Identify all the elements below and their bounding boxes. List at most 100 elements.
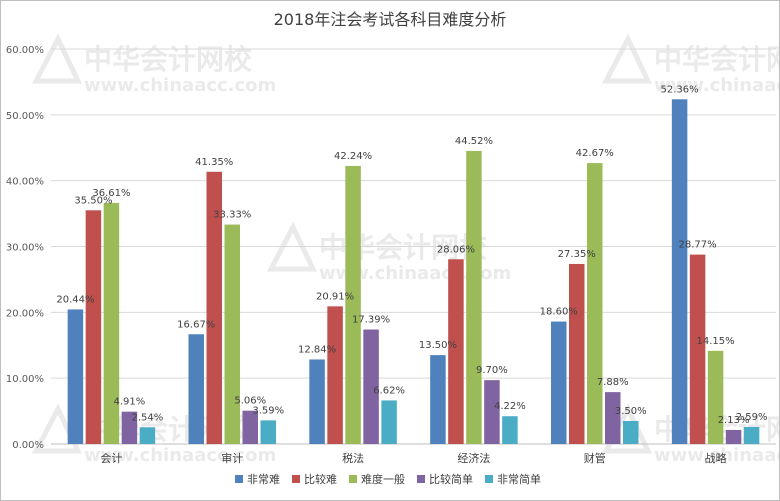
bar [224,224,240,444]
bar [430,355,446,444]
data-label: 4.22% [494,401,526,412]
legend-swatch [235,475,243,483]
bar [139,427,156,444]
y-tick-label: 0.00% [12,440,44,451]
y-tick-label: 40.00% [6,177,44,188]
data-label: 20.44% [56,294,94,305]
watermark-url: www.chinaacc.com [84,445,276,466]
watermark-logo-icon [31,33,82,84]
bar [743,426,760,444]
data-label: 7.88% [597,377,629,388]
data-label: 42.67% [576,148,614,159]
watermark-brand: 中华会计网校 [84,43,253,76]
x-tick-label: 税法 [342,451,364,465]
bar [671,99,688,445]
data-label: 28.77% [679,240,717,251]
data-label: 3.50% [615,406,647,417]
bar [623,420,639,444]
bar [309,359,325,444]
data-label: 12.84% [298,344,336,355]
data-label: 9.70% [476,365,508,376]
watermark-layer: 中华会计网校www.chinaacc.com中华会计网校www.chinaacc… [31,33,779,466]
legend-label: 比较简单 [429,472,473,486]
bar [466,150,482,444]
legend-item: 非常简单 [485,472,541,486]
x-tick-label: 审计 [221,451,243,465]
bar [689,254,706,444]
legend-item: 比较简单 [417,472,473,486]
legend-label: 比较难 [304,472,337,486]
data-label: 16.67% [177,319,215,330]
y-tick-label: 50.00% [6,111,44,122]
bar [260,420,276,444]
data-label: 2.13% [718,415,750,426]
chart-title: 2018年注会考试各科目难度分析 [274,10,507,29]
legend-swatch [349,475,357,483]
legend-item: 非常难 [235,473,280,486]
data-label: 33.33% [213,210,251,221]
bar [242,410,258,444]
data-label: 13.50% [419,340,457,351]
legend: 非常难 比较难 难度一般 比较简单 非常简单 [235,472,541,486]
data-label: 6.62% [373,385,405,396]
legend-swatch [292,475,300,483]
bar [605,392,621,444]
data-label: 42.24% [334,151,372,162]
bar [103,202,120,444]
bar [121,411,138,444]
data-label: 27.35% [558,249,596,260]
bar [551,321,567,444]
watermark-url: www.chinaacc.com [654,75,779,96]
bar [707,350,724,444]
legend-swatch [485,475,493,483]
y-tick-label: 10.00% [6,374,44,385]
data-label: 3.59% [252,405,284,416]
bar [363,329,379,444]
legend-label: 非常简单 [497,472,541,486]
data-label: 44.52% [455,136,493,147]
bar [381,400,397,444]
data-labels-layer: 20.44% 35.50%36.61% 4.91% 2.54% 16.67% 41.35%… [56,84,767,426]
x-axis-ticks: 会计 审计 税法 经济法 财管 战略 [100,451,726,465]
watermark-url: www.chinaacc.com [84,75,276,96]
bar [327,306,343,444]
data-label: 17.39% [352,315,390,326]
watermark-brand: 中华会计网校 [654,43,779,76]
watermark-logo-icon [601,33,652,84]
gridlines [51,48,776,445]
legend-label: 难度一般 [361,472,405,486]
bar [484,380,500,444]
bars-layer [67,99,760,445]
bar [502,416,518,444]
watermark-url: www.chinaacc.com [654,445,779,466]
data-label: 20.91% [316,291,354,302]
data-label: 28.06% [437,244,475,255]
y-axis-ticks: 0.00% 10.00% 20.00% 30.00% 40.00% 50.00% 60.00… [6,45,44,451]
watermark-logo-icon [266,221,317,272]
legend-swatch [417,475,425,483]
x-tick-label: 财管 [584,451,606,465]
y-tick-label: 60.00% [6,45,44,56]
bar [206,171,222,444]
bar [345,165,361,445]
bar [725,429,742,444]
data-label: 5.06% [234,396,266,407]
data-label: 14.15% [697,336,735,347]
data-label: 18.60% [540,307,578,318]
legend-item: 比较难 [292,472,337,486]
y-tick-label: 30.00% [6,243,44,254]
data-label: 2.54% [132,412,164,423]
y-tick-label: 20.00% [6,308,44,319]
bar [67,309,84,444]
bar [85,210,102,444]
x-tick-label: 会计 [100,452,122,465]
data-label: 41.35% [195,157,233,168]
bar [188,334,204,444]
legend-item: 难度一般 [349,472,405,486]
x-tick-label: 战略 [705,451,727,465]
x-tick-label: 经济法 [457,451,490,465]
bar [587,163,603,444]
